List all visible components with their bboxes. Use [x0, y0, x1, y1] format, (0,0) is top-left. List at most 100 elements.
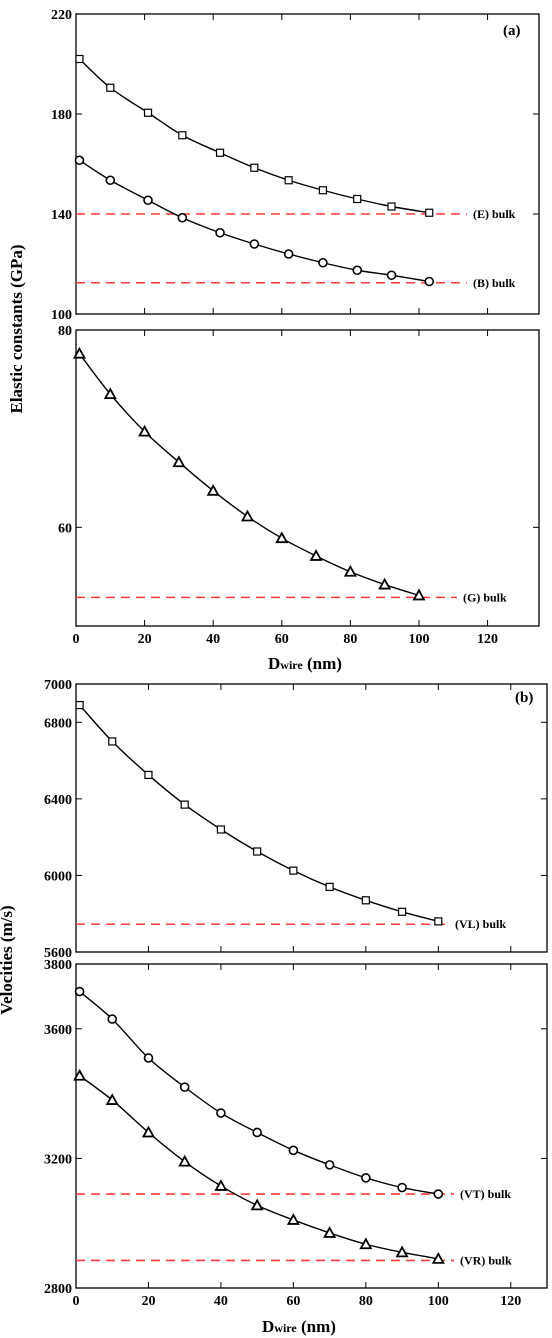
- data-point-v_l: [108, 737, 117, 746]
- y-tick-label: 60: [58, 521, 72, 536]
- data-point-v_r: [323, 1226, 337, 1238]
- y-tick-label: 140: [51, 208, 72, 223]
- figure-a: Elastic constants (GPa) 100 140 180 220 (E) …: [7, 8, 540, 673]
- data-point-e: [75, 54, 84, 64]
- data-point-v_l: [325, 882, 334, 892]
- figure-a-ylabel: Elastic constants (GPa): [7, 244, 26, 413]
- data-point-v_r: [105, 1093, 119, 1105]
- x-tick-label: 120: [500, 1294, 521, 1309]
- data-point-v_r: [286, 1213, 300, 1225]
- y-tick-label: 2800: [44, 1282, 72, 1297]
- series-line-b: [79, 159, 430, 283]
- data-point-e: [215, 148, 225, 157]
- data-point-g: [172, 455, 186, 468]
- figure-b-ylabel: Velocities (m/s): [0, 905, 16, 1014]
- data-point-g: [412, 588, 426, 601]
- data-point-b: [283, 249, 294, 259]
- series-line-g: [78, 353, 420, 597]
- panel-a-upper: 100 140 180 220 (E) bulk (B) bulk: [51, 8, 540, 323]
- panel-b-upper: 5600 6000 6400 6800 7000 (VL) bulk: [44, 678, 548, 961]
- figure-a-xlabel-main: D: [268, 654, 280, 673]
- data-point-g: [72, 346, 86, 359]
- figure-b-xlabel: Dwire (nm): [262, 1317, 336, 1336]
- data-point-v_t: [107, 1014, 118, 1024]
- data-point-b: [352, 265, 363, 276]
- x-tick-label: 0: [73, 632, 80, 647]
- y-tick-label: 6400: [44, 793, 72, 808]
- figure-a-xlabel-unit: (nm): [303, 654, 342, 673]
- panel-b-lower: 0 20 40 60 80 100 120 2800 3200 3600 3800 (VT) bulk…: [44, 958, 548, 1309]
- data-point-g: [343, 564, 357, 577]
- data-point-b: [143, 195, 153, 206]
- series-line-e: [78, 58, 430, 214]
- bulk-reference-label: (VR) bulk: [460, 1253, 512, 1267]
- data-point-e: [106, 83, 115, 92]
- data-point-v_r: [178, 1154, 192, 1167]
- plot-frame: [75, 963, 548, 1289]
- x-tick-label: 20: [138, 632, 152, 647]
- data-point-g: [309, 549, 323, 561]
- data-point-b: [318, 257, 328, 268]
- data-point-v_t: [179, 1082, 190, 1092]
- data-point-v_l: [397, 907, 407, 916]
- data-point-v_r: [250, 1198, 264, 1211]
- x-tick-label: 40: [206, 632, 220, 647]
- data-point-b: [249, 239, 260, 249]
- data-point-v_l: [361, 896, 370, 905]
- x-tick-label: 40: [214, 1294, 228, 1309]
- y-tick-label: 6000: [44, 869, 72, 884]
- data-point-g: [103, 387, 117, 400]
- data-point-b: [74, 155, 85, 166]
- data-point-v_l: [253, 847, 262, 856]
- bulk-reference-label: (G) bulk: [463, 590, 507, 604]
- data-point-v_r: [73, 1068, 87, 1081]
- figure-b-xlabel-main: D: [262, 1317, 274, 1336]
- bulk-reference-label: (VL) bulk: [455, 917, 506, 931]
- y-tick-label: 220: [51, 8, 72, 23]
- bulk-reference-label: (B) bulk: [473, 276, 516, 290]
- x-tick-label: 60: [286, 1294, 300, 1309]
- x-tick-label: 100: [428, 1294, 449, 1309]
- figure-b-panel-label: (b): [515, 690, 533, 706]
- data-point-v_t: [74, 986, 85, 997]
- x-tick-label: 60: [275, 632, 289, 647]
- data-point-g: [138, 424, 152, 437]
- data-point-b: [215, 227, 225, 238]
- data-point-v_l: [434, 917, 443, 926]
- data-point-g: [240, 509, 255, 522]
- data-point-v_l: [180, 800, 189, 809]
- data-point-v_t: [288, 1145, 299, 1156]
- data-point-v_t: [361, 1173, 371, 1183]
- y-tick-label: 180: [51, 108, 72, 123]
- bulk-reference-label: (VT) bulk: [460, 1187, 511, 1201]
- data-point-e: [284, 176, 293, 185]
- bulk-reference-label: (E) bulk: [473, 207, 516, 221]
- data-point-e: [143, 108, 153, 117]
- figure-a-panel-label: (a): [503, 23, 521, 39]
- data-point-v_r: [431, 1251, 445, 1264]
- y-tick-label: 3600: [44, 1023, 72, 1038]
- x-tick-label: 120: [477, 632, 498, 647]
- y-tick-label: 5600: [44, 946, 72, 961]
- data-point-e: [353, 194, 362, 204]
- x-tick-label: 0: [73, 1294, 80, 1309]
- data-point-v_r: [359, 1237, 373, 1250]
- figure-b-xlabel-sub: wire: [274, 1321, 297, 1335]
- figure-a-xlabel-sub: wire: [280, 658, 303, 672]
- data-point-b: [177, 212, 188, 223]
- data-point-g: [275, 531, 289, 544]
- data-point-e: [318, 186, 328, 195]
- series-line-v_l: [79, 704, 439, 923]
- data-point-b: [424, 276, 435, 287]
- data-point-v_l: [144, 770, 153, 780]
- data-point-v_l: [216, 825, 226, 834]
- series-line-v_t: [79, 991, 439, 1195]
- y-tick-label: 80: [58, 324, 72, 339]
- figure-a-xlabel: Dwire (nm): [268, 654, 342, 673]
- data-point-v_r: [214, 1179, 228, 1191]
- x-tick-label: 80: [359, 1294, 373, 1309]
- data-point-v_l: [75, 700, 84, 710]
- data-point-v_t: [324, 1160, 335, 1170]
- data-point-v_t: [433, 1189, 444, 1199]
